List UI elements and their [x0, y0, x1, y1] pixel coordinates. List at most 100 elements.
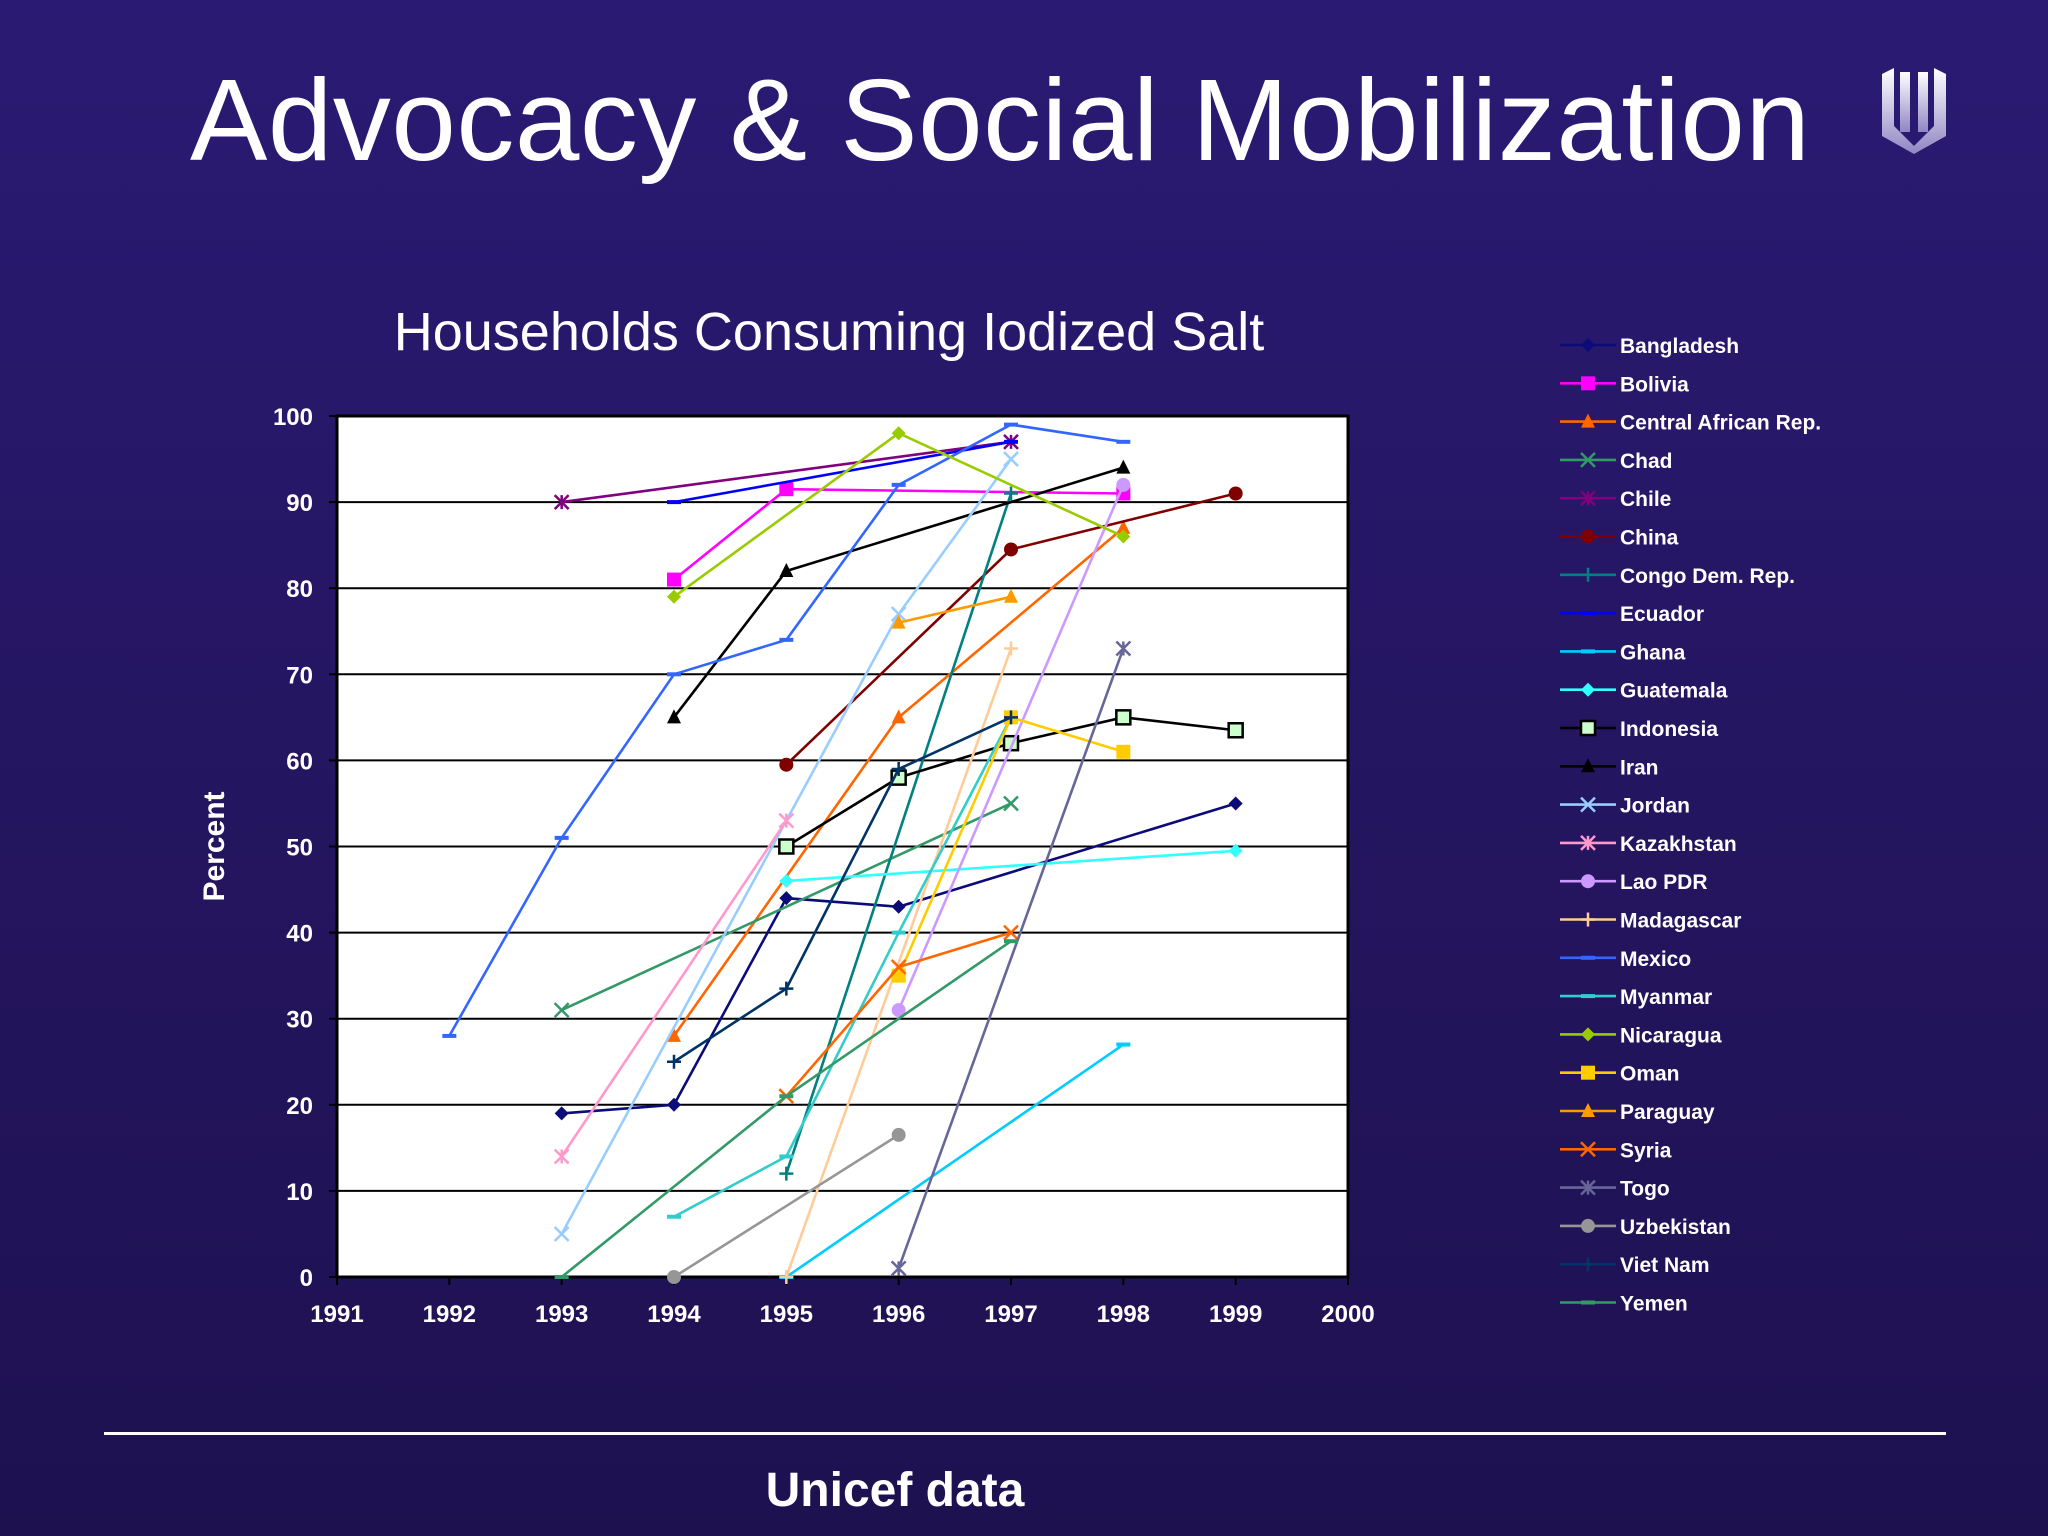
legend-label: China	[1620, 527, 1679, 550]
data-point	[1116, 529, 1131, 544]
data-point	[553, 1226, 570, 1242]
legend-marker	[1581, 413, 1595, 428]
legend-marker	[1581, 376, 1595, 391]
series-indonesia	[778, 709, 1244, 855]
y-tick-label: 90	[286, 490, 313, 517]
legend-item-myanmar: Myanmar	[1560, 986, 1712, 1009]
data-point	[667, 709, 681, 724]
series-kazakhstan	[553, 812, 795, 1165]
y-tick-label: 0	[300, 1265, 313, 1292]
y-tick-label: 80	[286, 576, 313, 603]
series-line	[897, 484, 1125, 1011]
series-line	[786, 849, 1236, 883]
data-point	[667, 589, 681, 604]
data-point	[667, 1027, 681, 1042]
series-viet-nam	[667, 710, 1018, 1069]
legend-item-lao-pdr: Lao PDR	[1560, 871, 1708, 894]
footer-caption: Unicef data	[765, 1464, 1025, 1517]
legend-marker	[1580, 1179, 1596, 1196]
legend-item-chad: Chad	[1560, 450, 1673, 473]
data-point	[1115, 640, 1132, 657]
y-tick-label: 50	[286, 835, 313, 862]
legend-marker	[1581, 1027, 1595, 1042]
series-line	[673, 716, 1013, 1218]
series-ecuador	[667, 439, 1018, 505]
legend-item-chile: Chile	[1560, 488, 1671, 511]
data-point	[667, 1054, 681, 1069]
data-point	[1003, 451, 1019, 467]
data-point	[1228, 486, 1243, 501]
x-tick-label: 1991	[310, 1301, 363, 1328]
legend-label: Bangladesh	[1620, 335, 1739, 358]
legend-label: Lao PDR	[1620, 871, 1708, 894]
legend-item-syria: Syria	[1560, 1139, 1672, 1162]
legend-label: Oman	[1620, 1063, 1680, 1086]
legend-label: Paraguay	[1620, 1101, 1715, 1124]
chart-title: Households Consuming Iodized Salt	[393, 302, 1265, 362]
footer-divider	[104, 1432, 1946, 1435]
data-point	[779, 757, 794, 772]
legend-item-central-african-rep: Central African Rep.	[1560, 412, 1821, 435]
series-chad	[553, 795, 1019, 1018]
data-point	[1115, 709, 1132, 726]
data-point	[1227, 722, 1244, 739]
series-line	[785, 1043, 1125, 1279]
legend-label: Viet Nam	[1620, 1254, 1710, 1277]
legend-item-kazakhstan: Kazakhstan	[1560, 833, 1737, 856]
series-central-african-rep	[667, 519, 1131, 1042]
legend-item-bangladesh: Bangladesh	[1560, 335, 1739, 358]
x-tick-label: 2000	[1321, 1301, 1374, 1328]
legend-marker	[1580, 835, 1596, 851]
legend-marker	[1581, 338, 1595, 352]
series-lao-pdr	[891, 477, 1131, 1018]
legend-label: Ghana	[1620, 641, 1686, 664]
legend-item-china: China	[1560, 527, 1679, 550]
plot-border	[335, 414, 1350, 1279]
legend-label: Indonesia	[1620, 718, 1718, 741]
series-mexico	[442, 422, 1131, 1038]
legend-item-nicaragua: Nicaragua	[1560, 1024, 1722, 1047]
legend-label: Togo	[1620, 1178, 1670, 1201]
x-tick-label: 1997	[984, 1301, 1037, 1328]
legend-item-mexico: Mexico	[1560, 948, 1691, 971]
legend-item-oman: Oman	[1560, 1063, 1680, 1086]
legend-item-indonesia: Indonesia	[1560, 718, 1718, 741]
legend-label: Mexico	[1620, 948, 1691, 971]
line-chart: 0 10 20 30 40 50 60 70 80 90 100 1991 1992 1993 1994 19…	[273, 335, 1821, 1328]
y-tick-label: 100	[273, 404, 313, 431]
x-tick-label: 1998	[1097, 1301, 1150, 1328]
slide-title: Advocacy & Social Mobilization	[190, 55, 1811, 185]
legend-label: Syria	[1620, 1139, 1672, 1162]
data-point	[1228, 796, 1243, 811]
data-point	[891, 899, 906, 914]
x-tick-label: 1995	[760, 1301, 813, 1328]
data-point	[891, 614, 906, 629]
legend-marker	[1581, 874, 1595, 889]
legend-marker	[1581, 1218, 1595, 1233]
data-point	[1116, 459, 1131, 474]
legend-label: Guatemala	[1620, 680, 1728, 703]
data-point	[1116, 477, 1131, 492]
data-point	[553, 494, 570, 510]
data-point	[1003, 795, 1019, 812]
data-point	[779, 1166, 794, 1181]
data-point	[779, 482, 794, 497]
legend-label: Nicaragua	[1620, 1024, 1722, 1047]
legend-item-togo: Togo	[1560, 1178, 1670, 1201]
legend-marker	[1581, 758, 1595, 773]
legend-item-paraguay: Paraguay	[1560, 1101, 1715, 1124]
data-point	[1004, 588, 1018, 603]
series-line	[560, 819, 788, 1158]
series-line	[785, 648, 1013, 1278]
data-point	[554, 1106, 569, 1121]
series-guatemala	[779, 843, 1243, 888]
legend-item-yemen: Yemen	[1560, 1293, 1688, 1316]
data-point	[779, 1270, 794, 1284]
legend-label: Uzbekistan	[1620, 1216, 1731, 1239]
legend-label: Iran	[1620, 756, 1659, 779]
legend-marker	[1581, 682, 1595, 697]
series-congo-dem-rep	[779, 486, 1018, 1181]
data-point	[891, 709, 906, 724]
series-line	[673, 440, 1012, 504]
data-point	[1003, 924, 1019, 941]
